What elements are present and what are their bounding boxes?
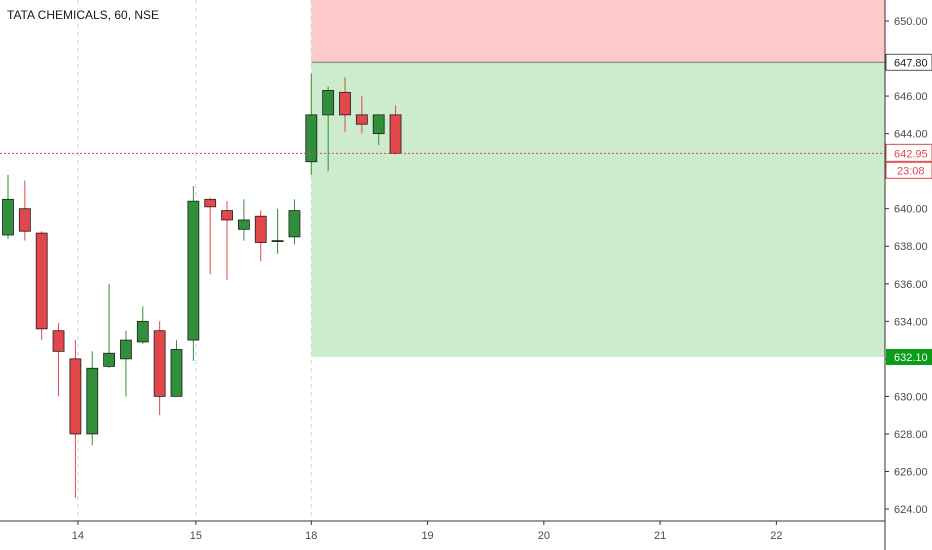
price-axis-bg: [885, 0, 932, 550]
candle-body[interactable]: [153, 330, 166, 397]
current-price-label: 642.95: [894, 148, 928, 160]
candle-body[interactable]: [339, 91, 351, 116]
target-price-label: 632.10: [894, 352, 928, 364]
candle-body[interactable]: [103, 352, 115, 367]
price-tick-label: 650.00: [894, 16, 928, 28]
price-tick-label: 634.00: [894, 316, 928, 328]
time-tick-label: 21: [654, 530, 666, 542]
price-tick-label: 630.00: [894, 391, 928, 403]
countdown-label: 23:08: [897, 165, 925, 177]
time-tick-label: 19: [421, 530, 433, 542]
candle-body[interactable]: [237, 219, 250, 230]
candle-body[interactable]: [136, 320, 149, 343]
candle-body[interactable]: [305, 114, 318, 163]
countdown-badge: [885, 161, 932, 179]
candle-body[interactable]: [271, 240, 284, 243]
candle-body[interactable]: [18, 208, 31, 232]
candle-body[interactable]: [221, 210, 233, 221]
stop-loss-zone[interactable]: [311, 0, 885, 63]
candle-body[interactable]: [35, 232, 48, 330]
candle-body[interactable]: [86, 367, 99, 435]
candle-body[interactable]: [288, 210, 301, 238]
time-tick-label: 20: [538, 530, 550, 542]
target-zone[interactable]: [311, 62, 885, 357]
entry-price-badge: [885, 53, 932, 71]
price-tick-label: 646.00: [894, 91, 928, 103]
price-tick-label: 624.00: [894, 504, 928, 516]
target-price-badge: [886, 348, 932, 365]
candle-body[interactable]: [204, 198, 217, 208]
price-tick-label: 640.00: [894, 204, 928, 216]
candle-body[interactable]: [170, 349, 183, 397]
time-tick-label: 15: [190, 530, 202, 542]
current-price-badge: [885, 143, 932, 162]
time-tick-label: 22: [770, 530, 782, 542]
candle-body[interactable]: [322, 90, 335, 116]
price-tick-label: 638.00: [894, 241, 928, 253]
candle-body[interactable]: [187, 200, 200, 341]
candle-body[interactable]: [372, 114, 385, 135]
symbol-title: TATA CHEMICALS, 60, NSE: [7, 8, 160, 22]
price-tick-label: 626.00: [894, 466, 928, 478]
candle-body[interactable]: [52, 330, 65, 352]
candle-body[interactable]: [254, 215, 267, 243]
time-tick-label: 18: [305, 530, 317, 542]
price-tick-label: 636.00: [894, 279, 928, 291]
price-tick-label: 628.00: [894, 429, 928, 441]
candle-body[interactable]: [389, 114, 402, 154]
candle-body[interactable]: [120, 339, 132, 360]
candle-body[interactable]: [69, 358, 82, 435]
price-tick-label: 644.00: [894, 129, 928, 141]
time-tick-label: 14: [72, 530, 84, 542]
entry-price-label: 647.80: [894, 57, 928, 69]
candle-body[interactable]: [355, 114, 368, 125]
candle-body[interactable]: [2, 198, 14, 236]
